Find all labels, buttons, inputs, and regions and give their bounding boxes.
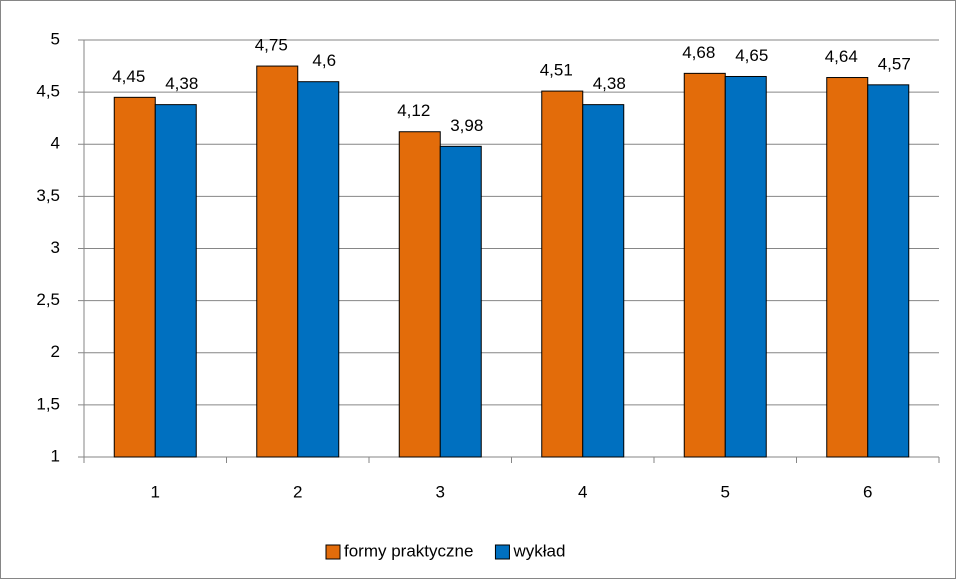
bar bbox=[826, 77, 869, 458]
legend-label: formy praktyczne bbox=[344, 541, 473, 560]
y-tick-label: 1 bbox=[51, 446, 60, 465]
bar bbox=[541, 90, 584, 458]
bar bbox=[113, 96, 156, 458]
value-label: 4,45 bbox=[112, 67, 145, 86]
y-tick-label: 2,5 bbox=[36, 290, 60, 309]
bar bbox=[256, 65, 299, 458]
value-label: 4,38 bbox=[165, 74, 198, 93]
bar bbox=[724, 75, 767, 458]
value-label: 4,75 bbox=[255, 36, 288, 55]
y-tick-label: 3,5 bbox=[36, 186, 60, 205]
y-tick-label: 3 bbox=[51, 238, 60, 257]
bar bbox=[867, 84, 910, 458]
legend-swatch bbox=[325, 544, 341, 560]
y-tick-label: 5 bbox=[51, 29, 60, 48]
bar bbox=[297, 81, 340, 458]
y-tick-label: 2 bbox=[51, 342, 60, 361]
y-tick-label: 4,5 bbox=[36, 82, 60, 101]
x-tick-label: 4 bbox=[578, 482, 587, 501]
bar bbox=[154, 104, 197, 458]
bar bbox=[439, 145, 482, 458]
value-label: 4,38 bbox=[593, 74, 626, 93]
value-label: 4,64 bbox=[825, 47, 858, 66]
x-tick-label: 1 bbox=[151, 482, 160, 501]
value-label: 4,51 bbox=[540, 61, 573, 80]
x-tick-label: 3 bbox=[436, 482, 445, 501]
value-label: 4,12 bbox=[397, 101, 430, 120]
bar bbox=[582, 104, 625, 458]
bar bbox=[398, 131, 441, 458]
value-label: 4,68 bbox=[682, 43, 715, 62]
value-label: 3,98 bbox=[450, 116, 483, 135]
bar bbox=[683, 72, 726, 458]
value-label: 4,6 bbox=[312, 51, 336, 70]
x-tick-label: 6 bbox=[863, 482, 872, 501]
y-tick-label: 1,5 bbox=[36, 394, 60, 413]
y-tick-label: 4 bbox=[51, 134, 60, 153]
legend-swatch bbox=[494, 544, 510, 560]
legend-label: wykład bbox=[512, 541, 565, 560]
x-tick-label: 5 bbox=[721, 482, 730, 501]
value-label: 4,57 bbox=[878, 54, 911, 73]
value-label: 4,65 bbox=[735, 46, 768, 65]
x-tick-label: 2 bbox=[293, 482, 302, 501]
